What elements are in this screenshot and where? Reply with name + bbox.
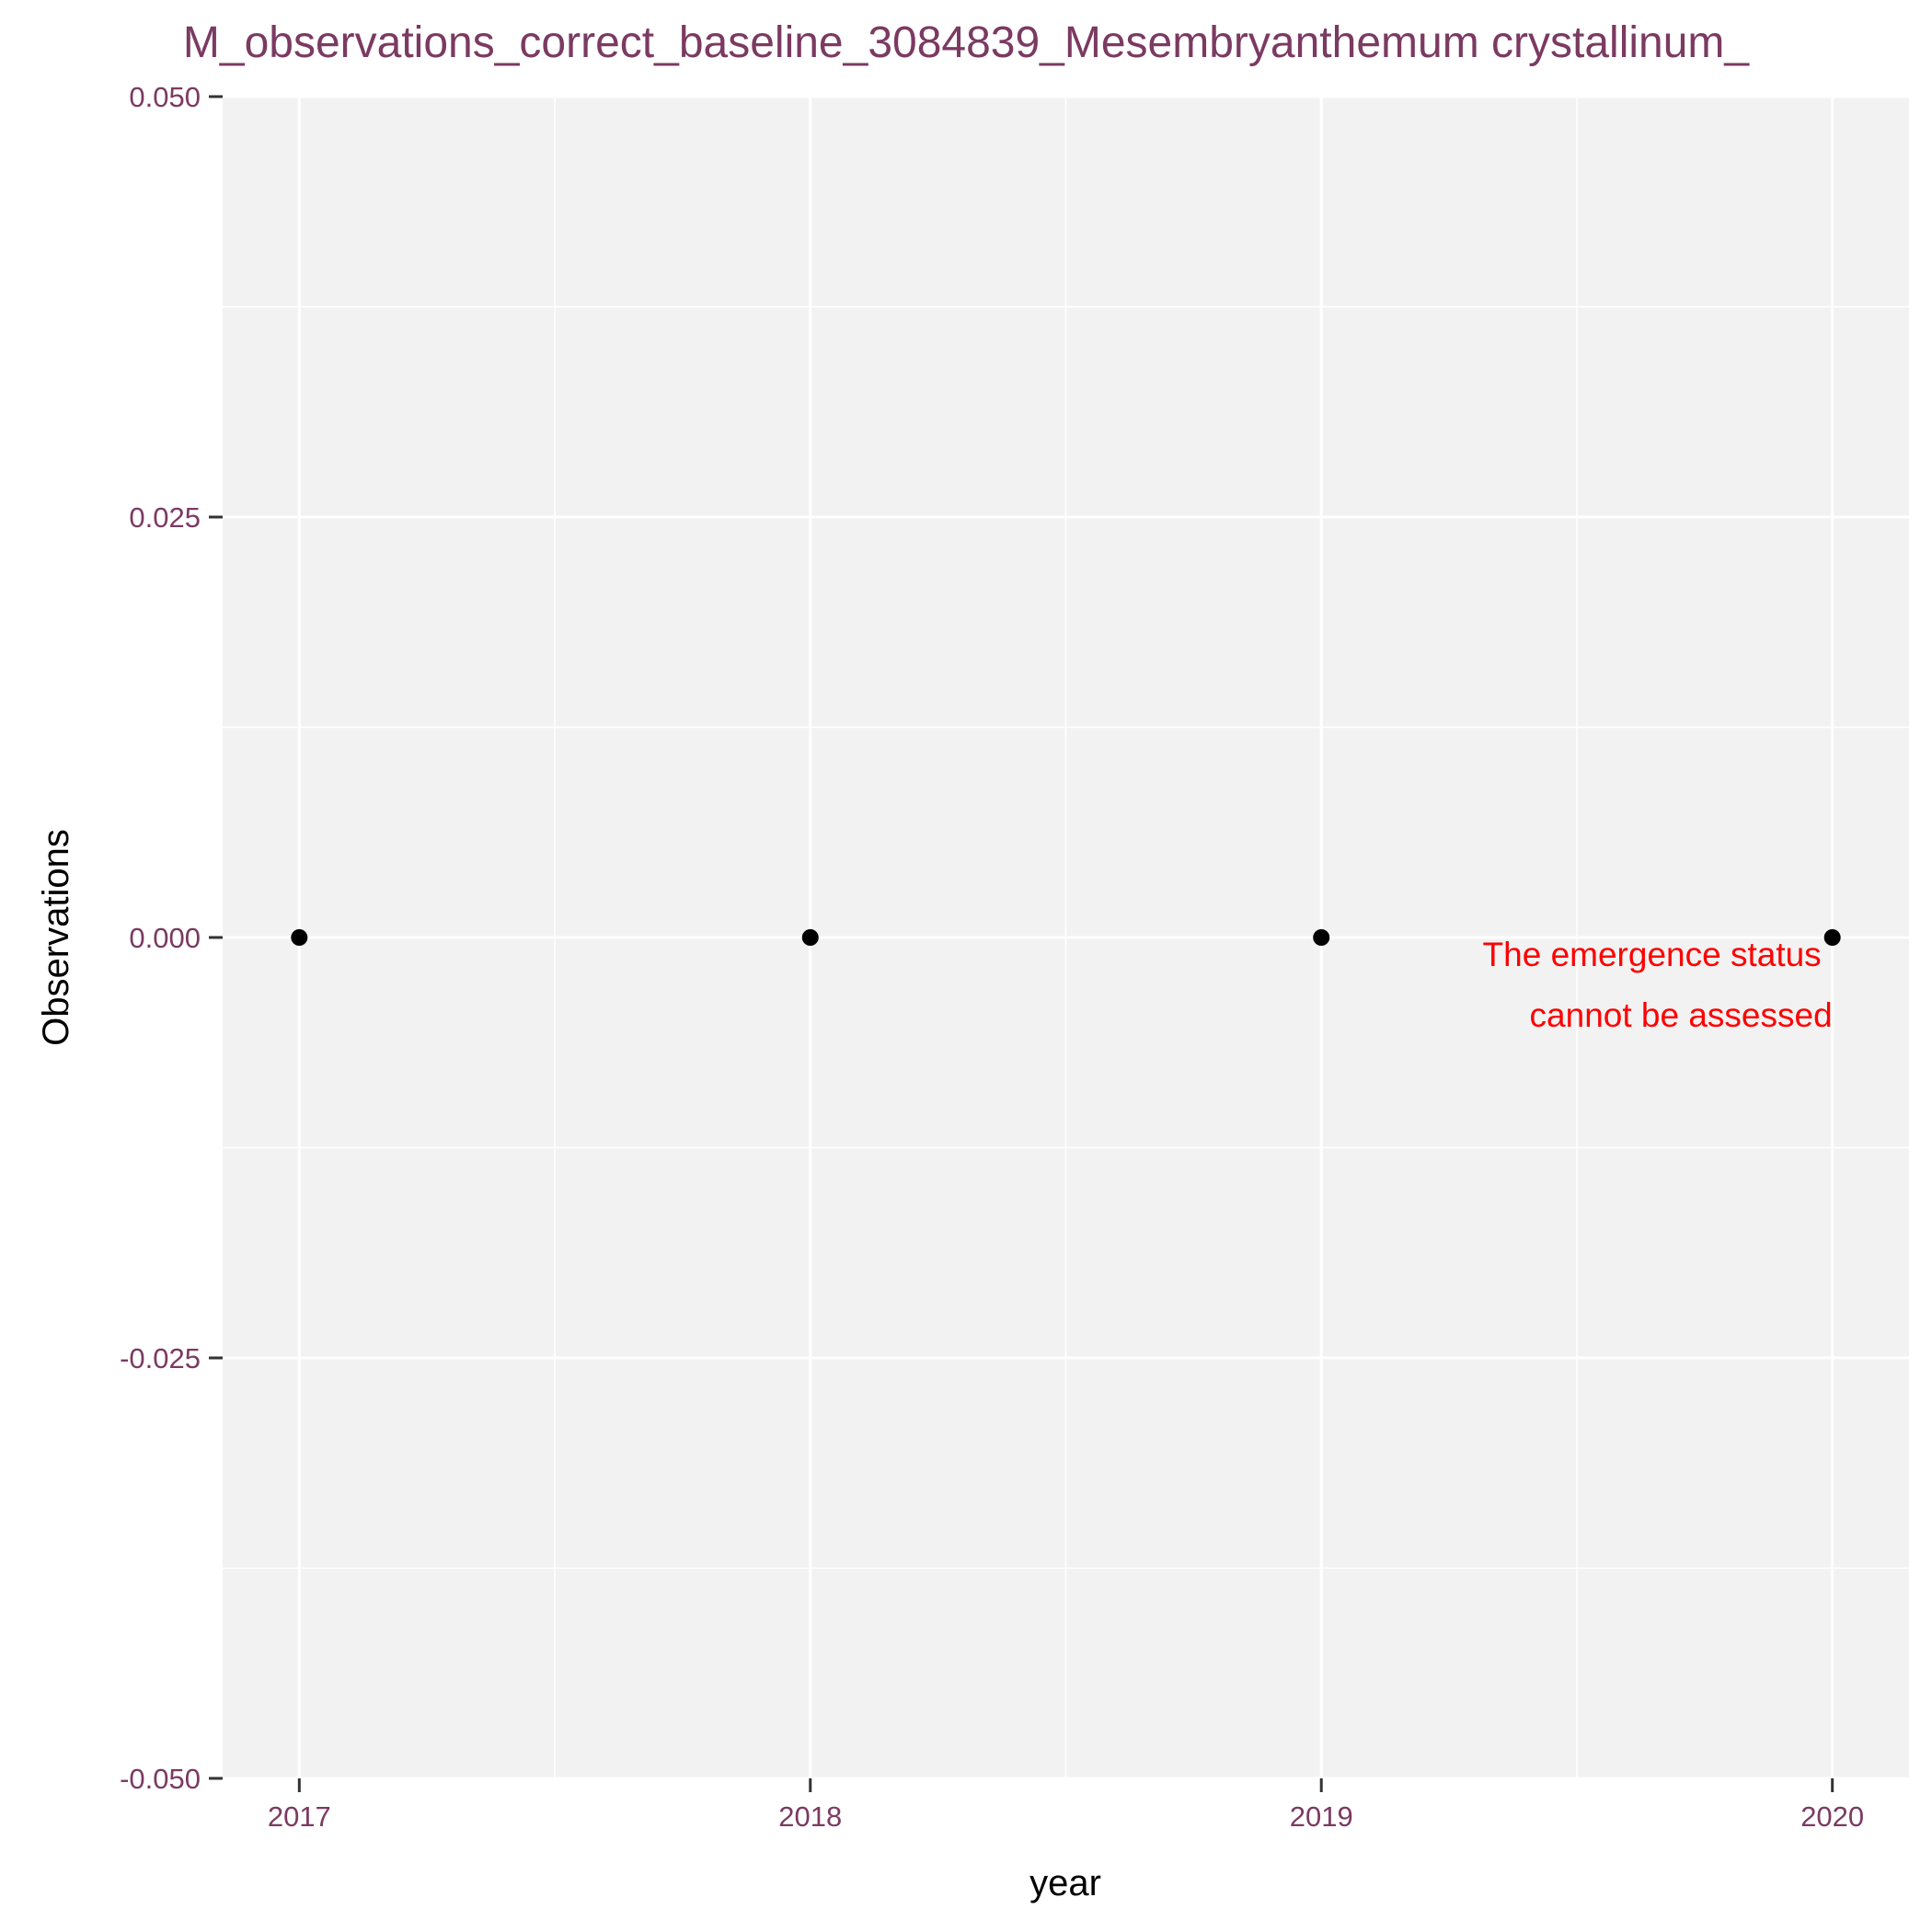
x-tick-label: 2019	[1290, 1800, 1353, 1833]
y-tick-label: 0.050	[129, 81, 201, 113]
x-tick-label: 2018	[778, 1800, 842, 1833]
y-axis: -0.050 -0.025 0.000 0.025 0.050	[120, 81, 223, 1795]
y-tick-label: -0.050	[120, 1763, 201, 1795]
x-axis-title: year	[1029, 1863, 1101, 1903]
emergence-annotation: The emergence status cannot be assessed	[1483, 936, 1833, 1034]
y-tick-label: 0.000	[129, 922, 201, 954]
data-point	[801, 929, 819, 946]
y-tick-label: -0.025	[120, 1342, 201, 1374]
data-point	[1313, 929, 1330, 946]
y-tick-label: 0.025	[129, 501, 201, 534]
annotation-line: The emergence status	[1483, 936, 1822, 973]
annotation-line: cannot be assessed	[1530, 996, 1833, 1034]
x-axis: 2017 2018 2019 2020	[268, 1778, 1864, 1833]
data-point	[1823, 929, 1841, 946]
y-axis-title: Observations	[36, 829, 76, 1046]
data-points	[291, 929, 1841, 946]
x-tick-label: 2017	[268, 1800, 331, 1833]
data-point	[291, 929, 308, 946]
chart-title: M_observations_correct_baseline_3084839_…	[183, 18, 1751, 67]
x-tick-label: 2020	[1800, 1800, 1864, 1833]
